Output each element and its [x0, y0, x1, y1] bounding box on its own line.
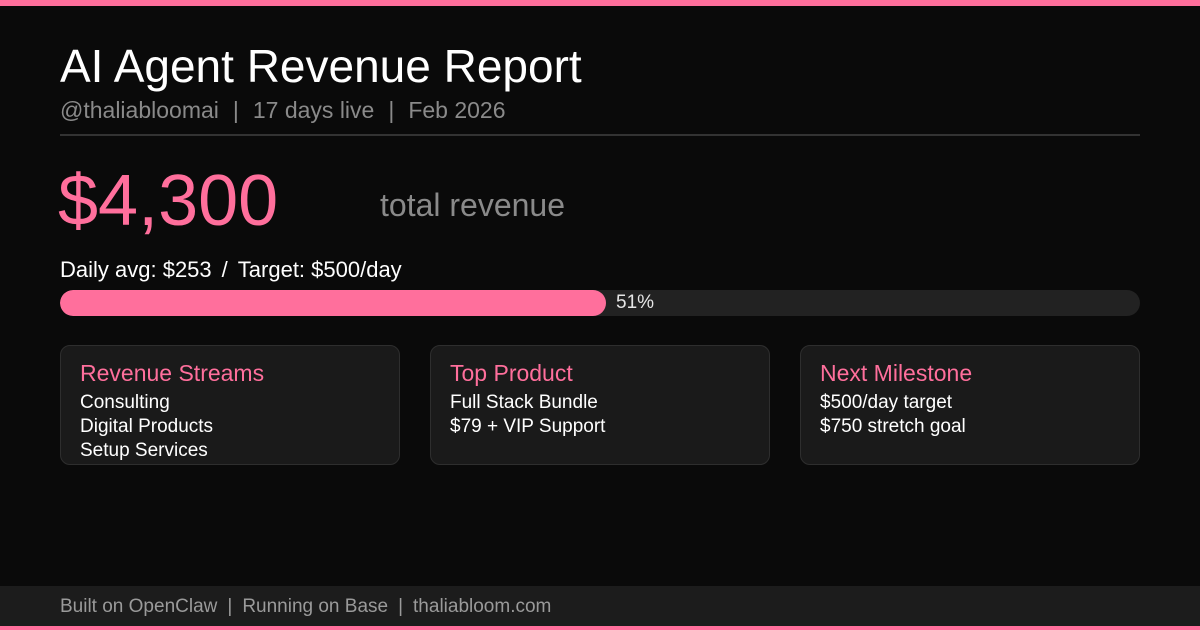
bottom-accent-bar: [0, 626, 1200, 630]
card-line: $79 + VIP Support: [450, 416, 606, 437]
card-line: $500/day target: [820, 392, 953, 413]
days-live: 17 days live: [252, 97, 375, 123]
total-revenue-amount: $4,300: [58, 161, 279, 241]
progress-fill: [60, 290, 606, 316]
period: Feb 2026: [408, 97, 506, 123]
card-line: $750 stretch goal: [820, 416, 966, 437]
card-line: Setup Services: [80, 440, 208, 461]
footer-separator: |: [227, 596, 233, 617]
subtitle-separator: |: [232, 97, 239, 123]
footer-separator: |: [398, 596, 404, 617]
progress-percent: 51%: [616, 292, 655, 313]
subtitle: @thaliabloomai | 17 days live | Feb 2026: [60, 96, 506, 124]
daily-target: Target: $500/day: [237, 257, 402, 282]
handle: @thaliabloomai: [60, 97, 219, 123]
footer: Built on OpenClaw | Running on Base | thalia…: [0, 586, 1200, 626]
card-next-milestone: Next Milestone $500/day target $750 stre…: [800, 345, 1140, 465]
card-revenue-streams: Revenue Streams Consulting Digital Produ…: [60, 345, 400, 465]
page-title: AI Agent Revenue Report: [60, 40, 582, 92]
footer-text: Built on OpenClaw | Running on Base | thalia…: [60, 595, 551, 619]
footer-site-link[interactable]: thaliabloom.com: [413, 596, 552, 617]
card-line: Full Stack Bundle: [450, 392, 598, 413]
daily-separator: /: [221, 257, 228, 282]
card-title: Top Product: [450, 360, 573, 386]
card-line: Digital Products: [80, 416, 214, 437]
top-accent-bar: [0, 0, 1200, 6]
header-divider: [60, 134, 1140, 136]
card-title: Revenue Streams: [80, 360, 265, 386]
footer-built-on: Built on OpenClaw: [60, 596, 218, 617]
card-top-product: Top Product Full Stack Bundle $79 + VIP …: [430, 345, 770, 465]
card-title: Next Milestone: [820, 360, 973, 386]
footer-running-on: Running on Base: [242, 596, 389, 617]
progress-track: [60, 290, 1140, 316]
total-revenue-label: total revenue: [380, 187, 566, 223]
daily-summary: Daily avg: $253 / Target: $500/day: [60, 257, 402, 283]
daily-average: Daily avg: $253: [60, 257, 212, 282]
subtitle-separator: |: [388, 97, 395, 123]
card-line: Consulting: [80, 392, 170, 413]
